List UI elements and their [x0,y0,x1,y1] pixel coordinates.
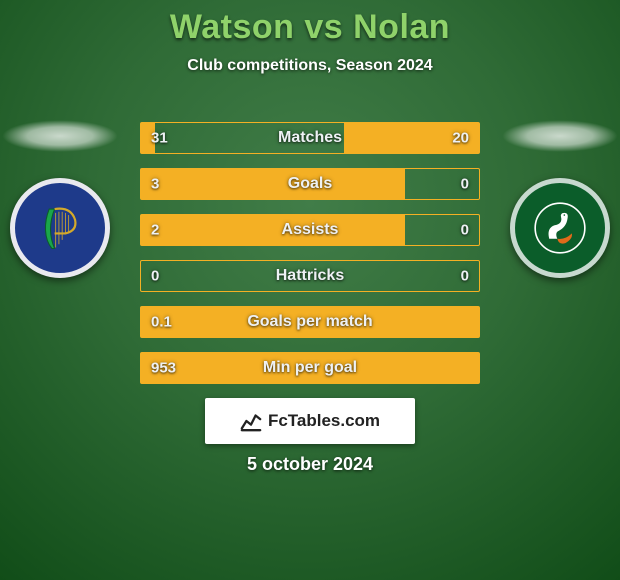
chart-icon [240,410,262,432]
crest-finn-harps [10,178,110,278]
date-text: 5 october 2024 [0,454,620,475]
team-right [500,120,620,278]
stat-row: 20Assists [140,214,480,246]
brand-badge: FcTables.com [205,398,415,444]
stat-label: Min per goal [141,359,479,377]
infographic-root: Watson vs Nolan Club competitions, Seaso… [0,0,620,580]
stat-row: 00Hattricks [140,260,480,292]
harp-icon [33,201,87,255]
page-title: Watson vs Nolan [0,0,620,47]
stat-label: Assists [141,221,479,239]
spotlight-ellipse [502,120,618,152]
stat-label: Hattricks [141,267,479,285]
team-left [0,120,120,278]
stat-label: Goals [141,175,479,193]
stat-bars: 3120Matches 30Goals 20Assists 00Hattricks 0.… [140,122,480,384]
stat-label: Matches [141,129,479,147]
stat-row: 3120Matches [140,122,480,154]
stat-row: 0.1Goals per match [140,306,480,338]
spotlight-ellipse [2,120,118,152]
crest-bray-wanderers [510,178,610,278]
brand-text: FcTables.com [268,411,380,431]
page-subtitle: Club competitions, Season 2024 [0,57,620,75]
stat-row: 953Min per goal [140,352,480,384]
swan-icon [533,201,587,255]
stat-label: Goals per match [141,313,479,331]
stat-row: 30Goals [140,168,480,200]
